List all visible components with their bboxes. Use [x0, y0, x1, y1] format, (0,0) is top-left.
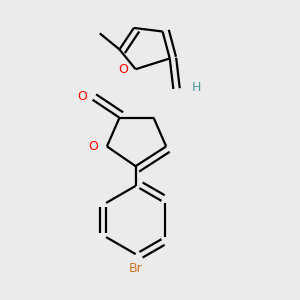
Text: O: O	[118, 63, 128, 76]
Text: O: O	[78, 90, 87, 104]
Text: O: O	[88, 140, 98, 153]
Text: H: H	[192, 81, 201, 94]
Text: Br: Br	[129, 262, 142, 275]
